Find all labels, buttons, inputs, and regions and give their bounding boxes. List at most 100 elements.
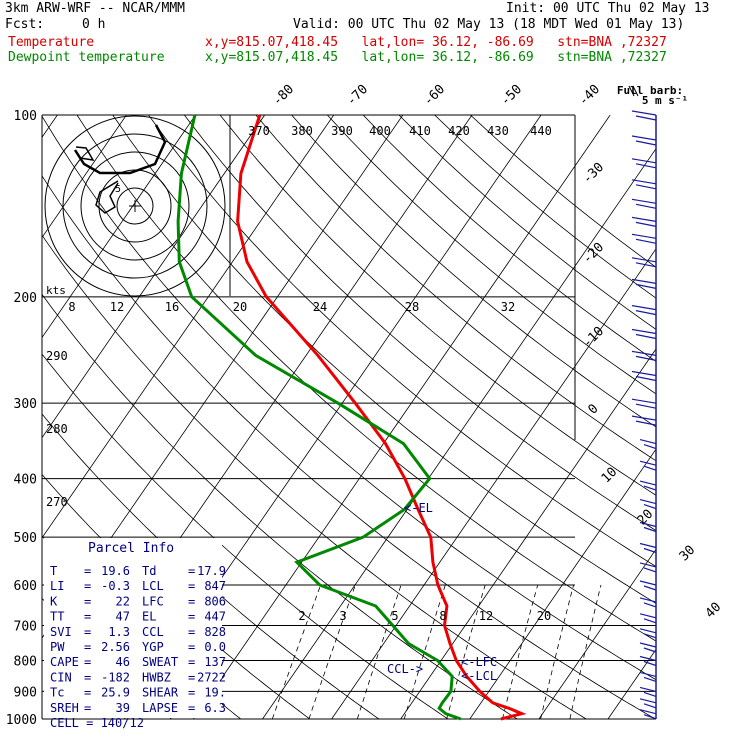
dry-adiabat bbox=[42, 234, 587, 719]
dry-adiabat bbox=[291, 115, 656, 428]
pressure-tick-label: 800 bbox=[14, 654, 37, 669]
wind-barb bbox=[639, 628, 657, 639]
mixing-ratio-line bbox=[446, 584, 486, 719]
mixing-ratio-label: 24 bbox=[313, 300, 327, 314]
isotherm-line bbox=[262, 148, 656, 719]
parcel-value: -0.3 bbox=[101, 579, 130, 593]
mixing-ratio-label: 20 bbox=[233, 300, 247, 314]
pressure-tick-label: 100 bbox=[14, 109, 37, 124]
parcel-equals: = bbox=[84, 670, 91, 684]
parcel-equals: = bbox=[188, 610, 195, 624]
isotherm-line bbox=[42, 115, 335, 539]
mixing-ratio-label: 2 bbox=[298, 609, 305, 623]
isotherm-label: 40 bbox=[703, 600, 725, 622]
isotherm-line bbox=[42, 115, 127, 239]
wind-barb bbox=[639, 597, 657, 608]
wind-barb bbox=[639, 460, 657, 471]
parcel-key: Tc bbox=[50, 686, 64, 700]
parcel-key: LAPSE bbox=[142, 701, 178, 715]
isotherm-line bbox=[607, 648, 656, 719]
isotherm-line bbox=[677, 115, 740, 719]
isotherm-label: -70 bbox=[344, 82, 371, 109]
parcel-key: CCL bbox=[142, 625, 164, 639]
mixing-ratio-label: 8 bbox=[68, 300, 75, 314]
wind-barb bbox=[631, 278, 657, 289]
theta-label: 380 bbox=[291, 124, 313, 138]
wind-barb bbox=[639, 521, 657, 533]
wind-barb bbox=[631, 158, 657, 169]
isotherm-line bbox=[331, 248, 656, 719]
parcel-value: -182 bbox=[101, 670, 130, 684]
mixing-ratio-line bbox=[540, 584, 574, 719]
pressure-tick-label: 1000 bbox=[6, 713, 37, 728]
wind-barbs bbox=[631, 110, 657, 720]
wind-barb bbox=[631, 135, 657, 146]
wind-barb bbox=[631, 305, 657, 316]
isotherm-line bbox=[538, 548, 656, 719]
wind-barb bbox=[631, 110, 657, 121]
parcel-key: SHEAR bbox=[142, 686, 179, 700]
pressure-tick-label: 600 bbox=[14, 579, 37, 594]
parcel-value: 46 bbox=[116, 655, 130, 669]
level-annotation: CCL-> bbox=[387, 662, 423, 676]
pressure-tick-label: 400 bbox=[14, 473, 37, 488]
wind-barb bbox=[639, 542, 657, 554]
isotherm-label: -80 bbox=[270, 82, 297, 109]
parcel-key: T bbox=[50, 564, 57, 578]
fcst-label: Fcst: bbox=[5, 17, 45, 32]
mixing-ratio-line bbox=[569, 584, 602, 719]
parcel-equals: = bbox=[84, 579, 91, 593]
wind-barb bbox=[631, 398, 657, 409]
parcel-equals: = bbox=[188, 670, 195, 684]
parcel-equals: = bbox=[84, 686, 91, 700]
wind-barb bbox=[631, 370, 657, 382]
wind-barb bbox=[639, 642, 657, 653]
mixing-ratio-label: 20 bbox=[537, 609, 551, 623]
barb-legend-icon bbox=[628, 85, 639, 97]
parcel-equals: = bbox=[188, 594, 195, 608]
wind-barb bbox=[639, 655, 657, 667]
hodograph: 5 kts bbox=[44, 114, 231, 297]
parcel-equals: = bbox=[84, 701, 91, 715]
parcel-key: HWBZ bbox=[142, 670, 171, 684]
wind-barb bbox=[639, 439, 657, 450]
parcel-key: SREH bbox=[50, 701, 79, 715]
wind-barb bbox=[631, 350, 657, 361]
mixing-ratio-line bbox=[271, 584, 322, 719]
dry-adiabat bbox=[42, 115, 656, 681]
isotherm-label: 0 bbox=[585, 401, 601, 417]
isotherm-label: -50 bbox=[498, 82, 525, 109]
theta-side-label: 270 bbox=[46, 495, 68, 509]
parcel-key: LI bbox=[50, 579, 64, 593]
valid-time: Valid: 00 UTC Thu 02 May 13 (18 MDT Wed … bbox=[293, 17, 685, 32]
parcel-value: 0.0 bbox=[204, 640, 226, 654]
isotherm-line bbox=[193, 115, 611, 719]
parcel-key: TT bbox=[50, 610, 64, 624]
parcel-key: CAPE bbox=[50, 655, 79, 669]
mixing-ratio-label: 5 bbox=[391, 609, 398, 623]
isotherm-label: 30 bbox=[677, 543, 699, 565]
wind-barb bbox=[631, 198, 657, 209]
init-time: Init: 00 UTC Thu 02 May 13 bbox=[506, 1, 710, 16]
parcel-key: EL bbox=[142, 610, 156, 624]
temperature-location: x,y=815.07,418.45 lat,lon= 36.12, -86.69… bbox=[205, 35, 667, 50]
wind-barb bbox=[639, 499, 657, 510]
wind-barb bbox=[631, 415, 657, 426]
mixing-ratio-label: 12 bbox=[110, 300, 124, 314]
parcel-key: SWEAT bbox=[142, 655, 178, 669]
hodograph-ring bbox=[62, 133, 208, 279]
parcel-info-background bbox=[44, 538, 222, 718]
parcel-key: LCL bbox=[142, 579, 164, 593]
theta-label: 420 bbox=[448, 124, 470, 138]
wind-barb bbox=[631, 216, 657, 227]
dry-adiabat bbox=[255, 115, 656, 462]
hodograph-ring bbox=[116, 187, 154, 225]
theta-label: 390 bbox=[331, 124, 353, 138]
pressure-tick-label: 700 bbox=[14, 619, 37, 634]
dry-adiabat bbox=[362, 115, 656, 362]
parcel-value: 19. bbox=[204, 686, 226, 700]
mixing-ratio-label: 3 bbox=[339, 609, 346, 623]
dewpoint-location: x,y=815.07,418.45 lat,lon= 36.12, -86.69… bbox=[205, 50, 667, 65]
parcel-equals: = bbox=[188, 625, 195, 639]
